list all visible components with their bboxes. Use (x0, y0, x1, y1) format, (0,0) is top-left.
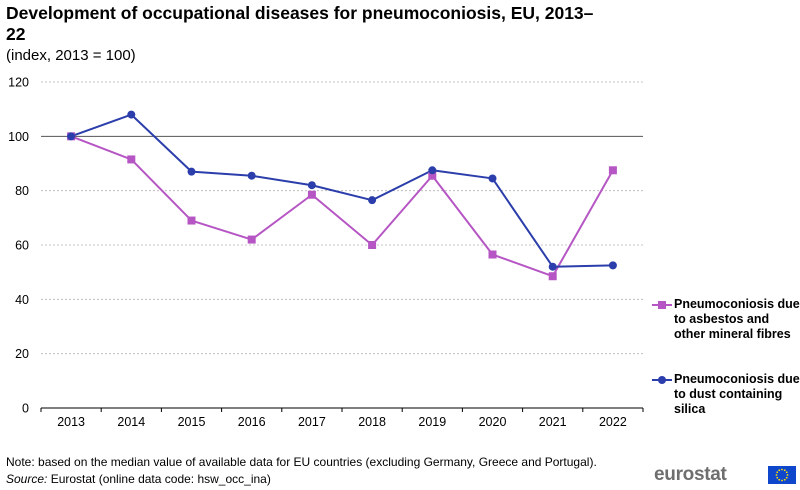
x-tick-label-2013: 2013 (57, 415, 85, 429)
y-tick-label-120: 120 (8, 76, 29, 90)
chart-subtitle: (index, 2013 = 100) (6, 47, 136, 64)
data-point-s1-2020 (488, 174, 497, 183)
legend-swatch-silica (652, 376, 672, 384)
y-tick-label-60: 60 (15, 239, 29, 253)
data-point-s1-2016 (247, 171, 256, 180)
data-point-s0-2020 (488, 250, 497, 259)
data-point-s0-2016 (247, 235, 256, 244)
eu-flag-star (786, 474, 789, 476)
data-point-s0-2019 (428, 171, 437, 180)
data-point-s1-2018 (368, 196, 377, 205)
x-tick-label-2021: 2021 (539, 415, 567, 429)
legend-label-asbestos: Pneumoconiosis due to asbestos and other… (674, 297, 800, 341)
data-point-s0-2015 (187, 216, 196, 225)
eu-flag-star (783, 469, 786, 472)
y-tick-label-20: 20 (15, 347, 29, 361)
data-point-s0-2022 (608, 166, 617, 175)
source-text: Eurostat (online data code: hsw_occ_ina) (47, 472, 271, 486)
x-tick-label-2017: 2017 (298, 415, 326, 429)
series-line-0 (70, 135, 614, 278)
footnote: Note: based on the median value of avail… (6, 455, 597, 469)
eu-flag-star (781, 468, 783, 471)
chart-title: Development of occupational diseases for… (6, 3, 594, 44)
legend-swatch-asbestos (652, 301, 672, 309)
y-tick-label-40: 40 (15, 293, 29, 307)
data-point-s0-2018 (368, 241, 377, 249)
eu-flag-star (776, 476, 779, 479)
data-point-s0-2014 (127, 155, 136, 164)
eu-flag-icon (768, 466, 796, 484)
eu-flag-star (776, 471, 779, 474)
source-label: Source: (6, 472, 48, 486)
x-tick-label-2019: 2019 (418, 415, 446, 429)
eu-flag-star (778, 478, 781, 481)
data-point-s1-2021 (548, 262, 557, 271)
data-point-s1-2022 (608, 261, 617, 270)
eu-flag-star (785, 476, 788, 479)
eurostat-logo-text: eurostat (654, 464, 727, 485)
eu-flag-star (778, 469, 781, 472)
data-point-s1-2014 (127, 110, 136, 119)
data-point-s0-2021 (548, 272, 557, 281)
data-point-s1-2015 (187, 167, 196, 176)
series-line-1 (70, 113, 613, 268)
legend-label-silica: Pneumoconiosis due to dust containing si… (674, 372, 800, 416)
y-tick-label-0: 0 (22, 402, 29, 416)
x-tick-label-2020: 2020 (479, 415, 507, 429)
source-line: Source: Eurostat (online data code: hsw_… (6, 472, 271, 487)
data-point-s1-2013 (67, 132, 76, 141)
data-point-s0-2017 (307, 190, 316, 199)
y-tick-label-100: 100 (8, 130, 29, 144)
y-tick-label-80: 80 (15, 184, 29, 198)
x-tick-label-2015: 2015 (178, 415, 206, 429)
x-tick-label-2022: 2022 (599, 415, 627, 429)
eu-flag-star (785, 471, 788, 474)
x-tick-label-2016: 2016 (238, 415, 266, 429)
x-tick-label-2014: 2014 (117, 415, 145, 429)
eu-flag-star (781, 479, 783, 482)
data-point-s1-2017 (307, 181, 316, 190)
data-point-s1-2019 (428, 166, 437, 175)
eu-flag-star (775, 474, 778, 476)
line-chart: 0 20 40 60 80 100 120 2013 2014 2015 2016 2017 2018 2… (8, 76, 644, 429)
x-tick-label-2018: 2018 (358, 415, 386, 429)
eu-flag-star (783, 478, 786, 481)
